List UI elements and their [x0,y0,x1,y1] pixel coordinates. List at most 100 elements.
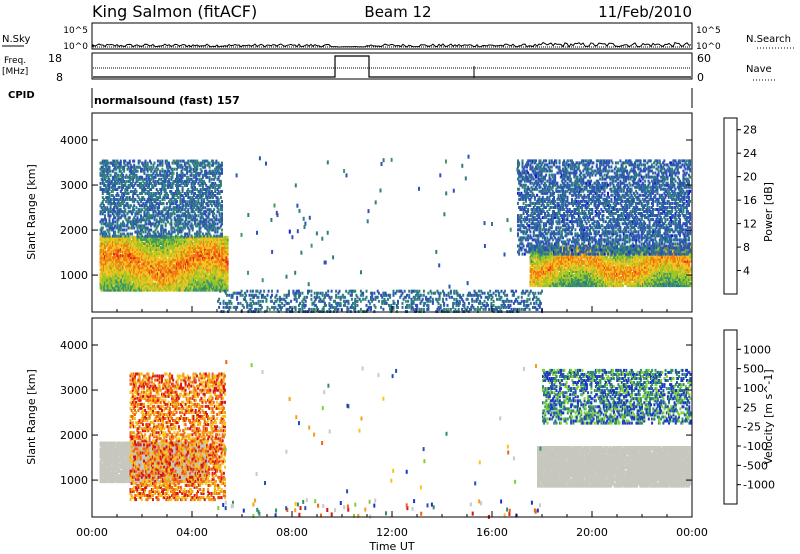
freq-label: Freq. [4,56,26,66]
power-cell-1557 [171,276,174,280]
power-cell-1322 [160,272,163,276]
power-cell-1120 [150,242,153,245]
power-cell-1374 [162,260,165,264]
power-cell-73 [102,286,105,290]
power-cell-939 [142,272,145,276]
power-cell-600 [126,254,129,258]
power-cell-2097 [196,258,199,262]
power-cell-1027 [145,237,148,241]
power-cell-1326 [160,262,163,266]
power-cell-592 [126,270,129,274]
power-cell-1664 [176,254,178,258]
power-cell-128 [105,274,108,278]
power-cell-1918 [188,280,191,284]
power-cell-1103 [150,280,153,284]
power-cell-2367 [208,235,211,239]
power-cell-571 [125,258,128,262]
power-cell-881 [138,240,141,243]
power-cell-1843 [185,282,187,286]
power-cell-947 [142,254,145,258]
power-cell-1656 [176,270,178,274]
power-cell-4102 [188,220,191,224]
power-cell-4049 [183,161,186,165]
power-cell-109 [104,260,106,264]
power-cell-701 [131,250,133,254]
power-cell-2365 [208,242,211,245]
power-cell-1556 [171,280,174,284]
power-cell-496 [122,258,124,262]
power-cell-754 [133,242,136,245]
power-cell-590 [126,274,129,278]
power-cell-656 [128,240,131,243]
power-cell-741 [133,268,136,272]
power-cell-193 [108,284,111,288]
power-cell-785 [135,284,138,288]
power-cell-759 [134,286,137,290]
power-cell-675 [129,252,132,256]
power-cell-2221 [201,242,204,245]
power-cell-493 [122,264,124,268]
power-cell-2220 [201,246,204,249]
power-cell-234 [109,254,112,258]
power-cell-1549 [170,240,173,243]
power-cell-1116 [150,252,153,256]
power-cell-1343 [161,274,164,278]
power-cell-581 [125,237,128,241]
power-cell-277 [111,268,114,272]
power-cell-67 [101,244,104,247]
power-cell-740 [133,270,136,274]
power-cell-2379 [209,264,212,268]
power-cell-1012 [145,268,148,272]
power-cell-788 [135,278,138,282]
power-cell-1410 [163,237,166,241]
power-cell-232 [109,258,112,262]
power-cell-736 [133,278,136,282]
power-cell-1723 [179,282,182,286]
power-cell-829 [136,246,139,249]
power-cell-862 [138,286,141,290]
power-cell-3257 [131,165,133,169]
power-cell-2256 [204,274,207,278]
power-cell-648 [128,258,131,262]
power-cell-1192 [153,240,156,243]
power-cell-1835 [183,244,186,247]
power-cell-1395 [163,270,166,274]
power-cell-2159 [199,280,202,284]
power-cell-2424 [212,270,214,274]
power-cell-1437 [165,282,168,286]
power-cell-4496 [213,200,216,204]
power-cell-904 [140,242,142,245]
power-cell-527 [123,246,126,249]
power-cell-1053 [146,240,149,243]
power-cell-1988 [190,242,193,245]
nave-tick-low: 0 [697,71,704,84]
power-cell-1077 [147,237,150,241]
power-cell-586 [126,282,129,286]
power-cell-181 [107,254,110,258]
power-cell-377 [116,256,119,260]
power-cell-1554 [171,284,174,288]
power-cell-2198 [200,240,203,243]
power-cell-1161 [152,254,155,258]
power-cell-2118 [197,266,200,270]
power-cell-2128 [197,242,200,245]
power-cell-1600 [173,288,176,292]
power-cell-1737 [179,252,182,256]
power-cell-132 [105,264,108,268]
power-cell-1181 [153,264,156,268]
power-cell-680 [129,242,132,245]
power-cell-514 [123,276,126,280]
power-cell-1748 [180,282,183,286]
power-cell-1205 [154,266,157,270]
power-cell-1880 [186,252,189,256]
power-cell-1014 [145,264,148,268]
power-cell-3448 [144,159,147,163]
power-cell-1193 [153,237,156,241]
power-cell-356 [115,248,118,252]
power-cell-1806 [182,256,185,260]
power-cell-826 [136,252,139,256]
power-cell-677 [129,248,132,252]
power-cell-3187 [126,196,129,200]
power-cell-52 [101,280,104,284]
power-cell-610 [127,286,130,290]
